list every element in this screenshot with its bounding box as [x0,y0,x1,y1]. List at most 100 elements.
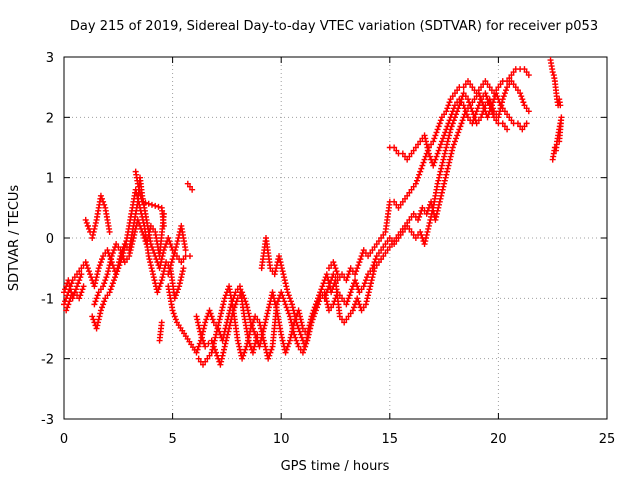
data-point [319,283,326,290]
data-point [184,180,191,187]
data-point [158,277,165,284]
data-point [91,283,98,290]
data-point [371,244,378,251]
data-point [294,340,301,347]
data-point [459,117,466,124]
data-point [65,301,72,308]
data-point [77,292,84,299]
data-point [144,235,151,241]
data-point [361,280,368,287]
data-point [270,295,277,302]
data-point [496,111,503,118]
data-point [236,343,243,350]
data-point [434,126,441,133]
data-point [202,358,209,365]
data-point [285,292,292,299]
data-point [172,316,179,323]
data-point [370,268,377,275]
data-point [295,343,302,350]
data-point [97,259,104,266]
data-point [153,256,160,263]
data-point [451,102,458,109]
data-point [137,204,144,211]
data-point [202,319,209,326]
data-point [106,228,113,235]
data-point [101,280,108,287]
data-point [262,319,269,326]
data-point [433,129,440,136]
data-point [85,225,92,232]
data-point [157,280,164,287]
data-point [168,259,175,266]
data-point [74,283,81,290]
data-point [149,268,156,275]
data-point [426,153,433,160]
data-point [334,271,341,278]
data-point [432,216,439,223]
data-point [252,337,259,344]
data-point [287,316,294,323]
data-point [360,283,367,290]
data-point [266,301,273,308]
data-point [121,259,128,266]
data-point [432,156,439,163]
data-point [382,250,389,257]
data-point [422,135,429,142]
axis-ticks [63,56,608,420]
data-point [204,355,211,362]
data-point [478,96,485,103]
data-point [167,241,174,248]
data-point [447,96,454,103]
data-point [289,304,296,311]
data-point [254,331,261,338]
data-point [349,307,356,314]
data-point [281,298,288,305]
data-point [166,238,173,245]
data-point [440,156,447,163]
data-point [462,93,469,100]
data-point [100,283,107,290]
data-point [283,304,290,311]
data-point [79,286,86,293]
data-point [441,177,448,184]
data-point [416,171,423,178]
data-point [115,244,122,251]
data-point [453,135,460,142]
data-point [249,319,256,326]
data-point [382,241,389,248]
y-tick-labels: -3 -2 -1 0 1 2 3 [41,51,54,428]
data-point [501,90,508,97]
data-point [393,235,400,241]
data-point [148,201,155,208]
data-point [365,253,372,260]
data-point [215,325,222,332]
data-point [145,200,152,207]
data-point [345,313,352,320]
data-point [92,280,99,287]
data-point [256,319,263,326]
data-point [497,102,504,109]
data-point [92,222,99,229]
data-point [172,292,179,299]
data-point [482,78,489,85]
data-point [80,283,87,290]
data-point [92,219,99,226]
data-point [139,213,146,220]
data-point [523,105,530,112]
data-point [436,144,443,151]
data-series [547,57,565,163]
data-point [330,259,337,266]
data-point [345,295,352,302]
data-point [263,313,270,320]
data-point [302,343,309,350]
data-point [467,102,474,109]
data-point [412,235,419,241]
data-point [475,102,482,109]
data-point [430,162,437,169]
data-point [175,286,182,293]
data-point [267,349,274,356]
data-point [420,159,427,166]
data-point [370,271,377,278]
data-point [226,307,233,314]
